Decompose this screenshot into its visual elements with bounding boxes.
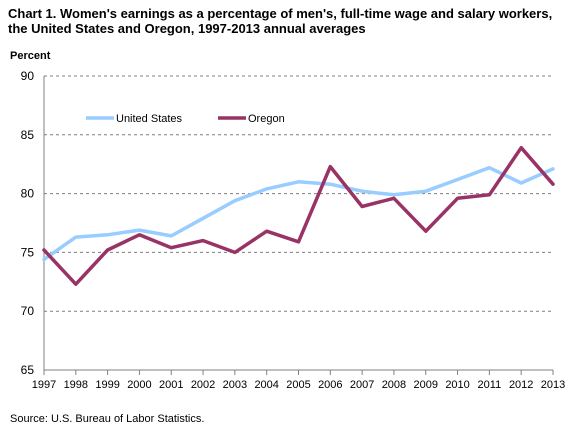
x-tick-label: 2003 <box>223 379 247 391</box>
x-tick-label: 2001 <box>159 379 183 391</box>
source-note: Source: U.S. Bureau of Labor Statistics. <box>10 413 205 425</box>
x-tick-label: 2006 <box>318 379 342 391</box>
x-tick-label: 1998 <box>64 379 88 391</box>
x-tick-label: 1999 <box>95 379 119 391</box>
x-tick-label: 2009 <box>414 379 438 391</box>
y-tick-label: 85 <box>21 128 35 142</box>
chart-title: Chart 1. Women's earnings as a percentag… <box>8 6 553 36</box>
x-tick-label: 2013 <box>541 379 565 391</box>
x-tick-label: 2012 <box>509 379 533 391</box>
x-tick-label: 2010 <box>445 379 469 391</box>
y-axis-label: Percent <box>10 50 51 62</box>
x-tick-label: 2002 <box>191 379 215 391</box>
x-tick-label: 2008 <box>382 379 406 391</box>
series-line-oregon <box>42 145 555 286</box>
y-tick-label: 80 <box>21 187 35 201</box>
y-tick-label: 75 <box>21 245 35 259</box>
x-tick-label: 2005 <box>286 379 310 391</box>
legend-label-united-states: United States <box>116 113 183 125</box>
x-tick-label: 2000 <box>127 379 151 391</box>
legend-label-oregon: Oregon <box>248 113 285 125</box>
y-tick-label: 70 <box>21 304 35 318</box>
y-tick-label: 65 <box>21 363 35 377</box>
x-tick-label: 2004 <box>254 379 278 391</box>
series-line-united-states <box>42 165 555 262</box>
x-tick-label: 2007 <box>350 379 374 391</box>
x-tick-label: 2011 <box>478 379 502 391</box>
y-tick-label: 90 <box>21 69 35 83</box>
x-tick-label: 1997 <box>32 379 56 391</box>
